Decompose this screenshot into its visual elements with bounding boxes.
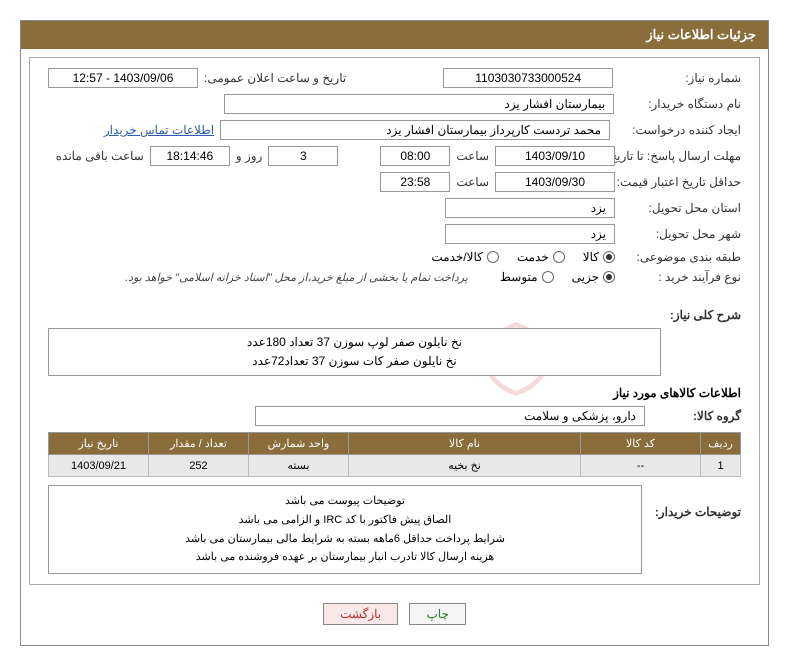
row-delivery-prov: استان محل تحویل: یزد — [48, 198, 741, 218]
overview-box: نخ نایلون صفر لوپ سوزن 37 تعداد 180عدد ن… — [48, 328, 661, 376]
proc-type-label: نوع فرآیند خرید : — [621, 270, 741, 284]
row-need-no: شماره نیاز: 1103030733000524 تاریخ و ساع… — [48, 68, 741, 88]
goods-group-value: دارو، پزشکی و سلامت — [255, 406, 645, 426]
remain-days-label: روز و — [236, 149, 263, 163]
th-code: کد کالا — [581, 433, 701, 455]
overview-label: شرح کلی نیاز: — [651, 298, 741, 322]
remain-suffix: ساعت باقی مانده — [56, 149, 144, 163]
row-buyer-notes: توضیحات خریدار: توضیحات پیوست می باشد ال… — [48, 485, 741, 574]
reply-deadline-time: 08:00 — [380, 146, 450, 166]
panel-header: جزئیات اطلاعات نیاز — [21, 21, 768, 49]
radio-jozi-label: جزیی — [572, 270, 599, 284]
table-row: 1 -- نخ بخیه بسته 252 1403/09/21 — [49, 455, 741, 477]
th-qty: تعداد / مقدار — [149, 433, 249, 455]
buyer-contact-link[interactable]: اطلاعات تماس خریدار — [104, 123, 214, 137]
buyer-org-value: بیمارستان افشار یزد — [224, 94, 614, 114]
radio-kala-label: کالا — [583, 250, 599, 264]
radio-icon — [487, 251, 499, 263]
th-row: ردیف — [701, 433, 741, 455]
price-valid-date: 1403/09/30 — [495, 172, 615, 192]
buyer-org-label: نام دستگاه خریدار: — [648, 97, 741, 111]
buyer-note-1: توضیحات پیوست می باشد — [59, 492, 631, 511]
td-name: نخ بخیه — [349, 455, 581, 477]
announce-value: 1403/09/06 - 12:57 — [48, 68, 198, 88]
delivery-city-label: شهر محل تحویل: — [621, 227, 741, 241]
remain-time: 18:14:46 — [150, 146, 230, 166]
button-bar: چاپ بازگشت — [21, 593, 768, 645]
radio-khedmat-label: خدمت — [517, 250, 549, 264]
buyer-notes-box: توضیحات پیوست می باشد الصاق پیش فاکتور ب… — [48, 485, 642, 574]
goods-table: ردیف کد کالا نام کالا واحد شمارش تعداد /… — [48, 432, 741, 477]
th-unit: واحد شمارش — [249, 433, 349, 455]
remain-days: 3 — [268, 146, 338, 166]
delivery-city-value: یزد — [445, 224, 615, 244]
price-valid-label: حداقل تاریخ اعتبار قیمت: تا تاریخ: — [621, 175, 741, 189]
row-overview: شرح کلی نیاز: — [48, 298, 741, 322]
category-label: طبقه بندی موضوعی: — [621, 250, 741, 264]
row-price-validity: حداقل تاریخ اعتبار قیمت: تا تاریخ: 1403/… — [48, 172, 741, 192]
goods-group-label: گروه کالا: — [651, 409, 741, 423]
goods-section-title: اطلاعات کالاهای مورد نیاز — [48, 386, 741, 400]
radio-icon — [603, 251, 615, 263]
radio-motavaset[interactable]: متوسط — [500, 270, 554, 284]
overview-line-1: نخ نایلون صفر لوپ سوزن 37 تعداد 180عدد — [57, 333, 652, 352]
need-no-value: 1103030733000524 — [443, 68, 613, 88]
row-proc-type: نوع فرآیند خرید : جزیی متوسط پرداخت تمام… — [48, 270, 741, 284]
reply-deadline-label: مهلت ارسال پاسخ: تا تاریخ: — [621, 149, 741, 163]
buyer-notes-label: توضیحات خریدار: — [646, 485, 741, 519]
table-header-row: ردیف کد کالا نام کالا واحد شمارش تعداد /… — [49, 433, 741, 455]
row-category: طبقه بندی موضوعی: کالا خدمت کالا/خدمت — [48, 250, 741, 264]
td-date: 1403/09/21 — [49, 455, 149, 477]
overview-line-2: نخ نایلون صفر کات سوزن 37 تعداد72عدد — [57, 352, 652, 371]
price-valid-time: 23:58 — [380, 172, 450, 192]
delivery-prov-label: استان محل تحویل: — [621, 201, 741, 215]
print-button[interactable]: چاپ — [409, 603, 465, 625]
radio-khedmat[interactable]: خدمت — [517, 250, 565, 264]
radio-icon — [553, 251, 565, 263]
time-label-1: ساعت — [456, 149, 489, 163]
row-reply-deadline: مهلت ارسال پاسخ: تا تاریخ: 1403/09/10 سا… — [48, 146, 741, 166]
treasury-note: پرداخت تمام یا بخشی از مبلغ خرید،از محل … — [125, 271, 468, 284]
requester-label: ایجاد کننده درخواست: — [632, 123, 741, 137]
radio-kala-khedmat[interactable]: کالا/خدمت — [431, 250, 498, 264]
th-name: نام کالا — [349, 433, 581, 455]
td-row: 1 — [701, 455, 741, 477]
main-panel: جزئیات اطلاعات نیاز AriaTender.net شماره… — [20, 20, 769, 646]
buyer-note-2: الصاق پیش فاکتور با کد IRC و الزامی می ب… — [59, 511, 631, 530]
radio-jozi[interactable]: جزیی — [572, 270, 615, 284]
need-no-label: شماره نیاز: — [685, 71, 741, 85]
panel-title: جزئیات اطلاعات نیاز — [646, 27, 756, 42]
radio-icon — [603, 271, 615, 283]
buyer-note-3: شرایط پرداخت حداقل 6ماهه بسته به شرایط م… — [59, 530, 631, 549]
requester-value: محمد تردست کارپرداز بیمارستان افشار یزد — [220, 120, 610, 140]
radio-motavaset-label: متوسط — [500, 270, 538, 284]
category-radio-group: کالا خدمت کالا/خدمت — [431, 250, 615, 264]
td-unit: بسته — [249, 455, 349, 477]
buyer-note-4: هزینه ارسال کالا تادرب انبار بیمارستان ب… — [59, 548, 631, 567]
row-buyer-org: نام دستگاه خریدار: بیمارستان افشار یزد — [48, 94, 741, 114]
reply-deadline-date: 1403/09/10 — [495, 146, 615, 166]
radio-kala[interactable]: کالا — [583, 250, 615, 264]
td-qty: 252 — [149, 455, 249, 477]
delivery-prov-value: یزد — [445, 198, 615, 218]
row-requester: ایجاد کننده درخواست: محمد تردست کارپرداز… — [48, 120, 741, 140]
radio-icon — [542, 271, 554, 283]
proc-radio-group: جزیی متوسط — [500, 270, 615, 284]
time-label-2: ساعت — [456, 175, 489, 189]
panel-body: AriaTender.net شماره نیاز: 1103030733000… — [29, 57, 760, 585]
radio-kala-khedmat-label: کالا/خدمت — [431, 250, 482, 264]
td-code: -- — [581, 455, 701, 477]
back-button[interactable]: بازگشت — [323, 603, 398, 625]
row-goods-group: گروه کالا: دارو، پزشکی و سلامت — [48, 406, 741, 426]
announce-label: تاریخ و ساعت اعلان عمومی: — [204, 71, 346, 85]
th-date: تاریخ نیاز — [49, 433, 149, 455]
row-delivery-city: شهر محل تحویل: یزد — [48, 224, 741, 244]
